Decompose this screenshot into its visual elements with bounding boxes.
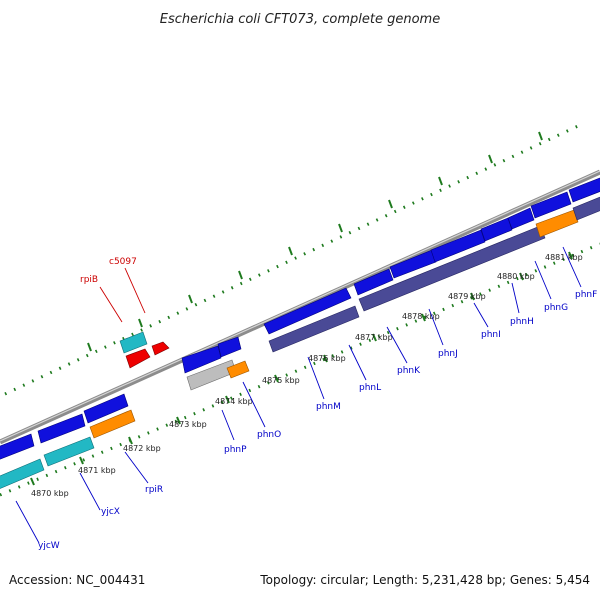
- kbp-labels: 4870 kbp 4871 kbp 4872 kbp 4873 kbp 4874…: [31, 253, 583, 498]
- upper-tick-ring: [4, 124, 579, 396]
- gene-label-rpiR: rpiR: [145, 485, 163, 495]
- kbp-label: 4875 kbp: [262, 376, 300, 385]
- gene-phnH-arrow: [507, 207, 535, 230]
- lower-strand-genes: [0, 196, 600, 489]
- gene-labels: yjcW yjcX rpiR phnP phnO phnM phnL phnK …: [38, 257, 597, 551]
- gene-yjcX-lower: [43, 436, 95, 467]
- kbp-label: 4877 kbp: [355, 333, 393, 342]
- gene-phnP-arrow: [181, 345, 222, 374]
- kbp-label: 4873 kbp: [169, 420, 207, 429]
- map-title: Escherichia coli CFT073, complete genome: [160, 12, 440, 27]
- kbp-label: 4880 kbp: [497, 272, 535, 281]
- gene-phnF-lower: [572, 196, 600, 221]
- gene-phnJ-arrow: [430, 229, 486, 263]
- kbp-label: 4878 kbp: [402, 312, 440, 321]
- genome-backbone: [0, 169, 600, 445]
- gene-yjcX-arrow: [37, 413, 86, 444]
- gene-label-c5097: c5097: [109, 257, 137, 267]
- label-connectors: [15, 246, 582, 544]
- kbp-label: 4872 kbp: [123, 444, 161, 453]
- topology-text: Topology: circular; Length: 5,231,428 bp…: [260, 573, 590, 587]
- gene-phnO-arrow: [217, 336, 242, 358]
- gene-label-yjcX: yjcX: [101, 507, 120, 517]
- gene-label-phnG: phnG: [544, 303, 568, 313]
- gene-label-yjcW: yjcW: [38, 541, 60, 551]
- gene-rpiR-lower: [89, 409, 136, 439]
- gene-phn-lower-1: [268, 305, 360, 353]
- gene-label-phnL: phnL: [359, 383, 381, 393]
- gene-phnI-arrow: [480, 217, 513, 242]
- gene-label-phnF: phnF: [575, 290, 597, 300]
- gene-phnF-arrow: [568, 177, 600, 203]
- kbp-label: 4881 kbp: [545, 253, 583, 262]
- gene-label-rpiB: rpiB: [80, 275, 98, 285]
- kbp-label: 4870 kbp: [31, 489, 69, 498]
- gene-rpiR-arrow: [83, 393, 129, 424]
- gene-label-phnH: phnH: [510, 317, 534, 327]
- gene-phnG-arrow: [530, 191, 572, 219]
- gene-phn-lower-2: [358, 225, 546, 312]
- gene-phnM-arrow: [263, 287, 352, 335]
- gene-phnK-arrow: [389, 249, 437, 279]
- outer-ring-genes: [119, 331, 170, 369]
- gene-label-phnK: phnK: [397, 366, 421, 376]
- gene-label-phnM: phnM: [316, 402, 341, 412]
- gene-label-phnP: phnP: [224, 445, 247, 455]
- kbp-label: 4874 kbp: [215, 397, 253, 406]
- gene-label-phnI: phnI: [481, 330, 501, 340]
- kbp-label: 4876 kbp: [308, 354, 346, 363]
- gene-phnG-lower: [535, 209, 579, 238]
- kbp-label: 4871 kbp: [78, 466, 116, 475]
- gene-phnL-arrow: [353, 268, 394, 296]
- gene-cyan-outer: [119, 331, 148, 354]
- kbp-label: 4879 kbp: [448, 292, 486, 301]
- gene-yjcW-lower: [0, 458, 45, 489]
- gene-rpiB-arrow: [125, 348, 151, 369]
- gene-phnO-lower: [226, 360, 250, 379]
- gene-label-phnJ: phnJ: [438, 349, 458, 359]
- upper-strand-genes: [0, 177, 600, 460]
- gene-yjcW-arrow: [0, 433, 35, 460]
- gene-label-phnO: phnO: [257, 430, 281, 440]
- gene-c5097-arrow: [151, 341, 170, 356]
- major-ticks: [30, 131, 573, 486]
- accession-text: Accession: NC_004431: [9, 573, 146, 587]
